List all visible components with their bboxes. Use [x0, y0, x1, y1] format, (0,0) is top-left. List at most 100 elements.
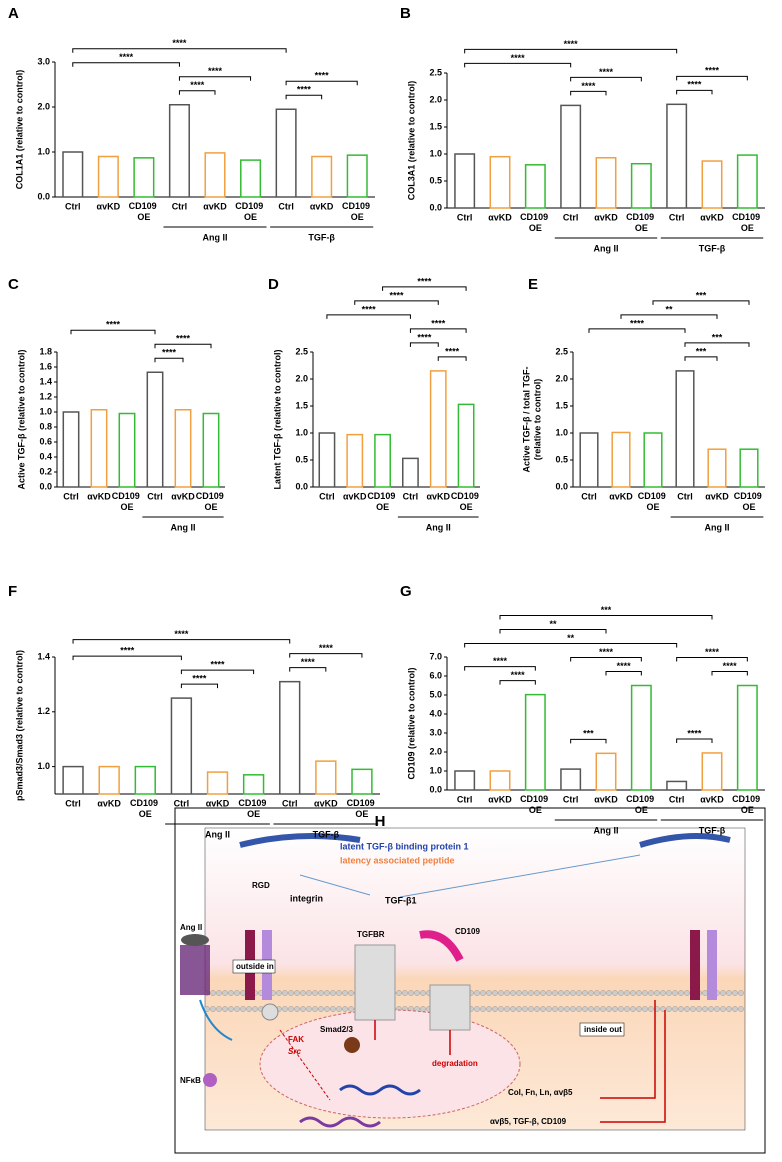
x-tick-label: αvKD	[705, 491, 729, 501]
x-tick-label: αvKD	[700, 212, 724, 222]
x-tick-label: CD109 OE	[196, 491, 227, 512]
diagram-label: Smad2/3	[320, 1025, 353, 1034]
significance-label: ****	[599, 67, 614, 77]
y-tick-label: 0.5	[295, 454, 308, 464]
y-axis-label: COL1A1 (relative to control)	[14, 70, 24, 190]
y-axis-label: pSmad3/Smad3 (relative to control)	[14, 650, 24, 801]
x-tick-label: CD109 OE	[238, 798, 269, 819]
lipid	[498, 990, 504, 996]
significance-label: ****	[301, 657, 316, 667]
lipid	[582, 1006, 588, 1012]
lipid	[678, 1006, 684, 1012]
lipid	[492, 1006, 498, 1012]
lipid	[492, 990, 498, 996]
significance-label: ****	[417, 332, 432, 342]
y-tick-label: 1.0	[37, 761, 50, 771]
lipid	[330, 990, 336, 996]
significance-bracket	[652, 300, 750, 305]
x-tick-label: CD109 OE	[342, 201, 373, 222]
significance-label: ***	[712, 332, 723, 342]
significance-label: **	[549, 619, 557, 629]
bar	[457, 403, 475, 488]
lipid	[564, 990, 570, 996]
lipid	[228, 990, 234, 996]
ltbp	[639, 833, 731, 848]
significance-bracket	[684, 356, 718, 361]
bar	[402, 457, 419, 488]
lipid	[342, 990, 348, 996]
bar	[170, 697, 193, 795]
lipid	[474, 1006, 480, 1012]
lipid	[300, 990, 306, 996]
x-tick-label: Ctrl	[403, 491, 419, 501]
lipid	[408, 990, 414, 996]
significance-bracket	[620, 314, 718, 319]
dna	[339, 1084, 421, 1096]
chart: C 0.0 0.2 0.4 0.6 0.8 1.0 1.2 1.4 1.6 1.8 Active TG…	[8, 276, 226, 532]
integrin-alpha	[690, 930, 700, 1000]
lipid	[222, 990, 228, 996]
lipid	[738, 990, 744, 996]
lipid	[600, 990, 606, 996]
chart: D 0.0 0.5 1.0 1.5 2.0 2.5 Latent TGF-β (relativ…	[268, 276, 481, 532]
bar	[560, 104, 582, 209]
significance-label: ****	[431, 318, 446, 328]
significance-label: ****	[687, 80, 702, 90]
y-tick-label: 2.5	[429, 67, 442, 77]
panel-label: E	[528, 276, 538, 293]
significance-label: ****	[705, 66, 720, 76]
lipid	[594, 990, 600, 996]
significance-label: ****	[297, 85, 312, 95]
lipid	[282, 990, 288, 996]
significance-label: ****	[208, 66, 223, 76]
label-box	[579, 1022, 625, 1037]
lipid	[318, 990, 324, 996]
y-tick-label: 1.6	[39, 361, 52, 371]
bar	[62, 411, 80, 488]
lipid	[678, 990, 684, 996]
x-tick-label: αvKD	[488, 212, 512, 222]
lipid	[660, 990, 666, 996]
y-tick-label: 0.5	[555, 454, 568, 464]
lipid	[414, 990, 420, 996]
x-tick-label: CD109 OE	[520, 212, 551, 233]
significance-bracket	[180, 669, 255, 675]
lipid	[402, 990, 408, 996]
lipid	[546, 1006, 552, 1012]
y-tick-label: 1.5	[295, 400, 308, 410]
bar	[736, 684, 758, 791]
bar	[643, 432, 663, 488]
bar	[666, 780, 688, 791]
y-tick-label: 0.0	[39, 481, 52, 491]
lipid	[570, 990, 576, 996]
tgfbr	[354, 944, 396, 1021]
lipid	[294, 990, 300, 996]
lipid	[252, 1006, 258, 1012]
lipid	[504, 1006, 510, 1012]
y-tick-label: 1.4	[39, 376, 52, 386]
x-tick-label: αvKD	[97, 201, 121, 211]
arrow	[600, 1000, 666, 1123]
y-tick-label: 2.0	[37, 101, 50, 111]
arrow	[374, 1020, 451, 1055]
lipid	[672, 990, 678, 996]
bar	[318, 432, 336, 488]
x-tick-label: Ctrl	[669, 794, 685, 804]
lipid	[348, 990, 354, 996]
group-label: Ang II	[171, 522, 196, 532]
lipid	[726, 990, 732, 996]
lipid	[618, 990, 624, 996]
bar	[736, 154, 758, 209]
lipid	[498, 1006, 504, 1012]
y-axis-label: Active TGF-β (relative to control)	[16, 349, 26, 489]
x-tick-label: Ctrl	[457, 212, 473, 222]
significance-bracket	[570, 76, 642, 82]
panel-label: D	[268, 276, 279, 293]
x-tick-label: αvKD	[488, 794, 512, 804]
lipid	[684, 990, 690, 996]
y-tick-label: 0.0	[555, 481, 568, 491]
chart: A 0.0 1.0 2.0 3.0 COL1A1 (relative to control…	[8, 5, 375, 242]
y-axis-label: CD109 (relative to control)	[406, 667, 416, 779]
smad	[344, 1037, 360, 1053]
